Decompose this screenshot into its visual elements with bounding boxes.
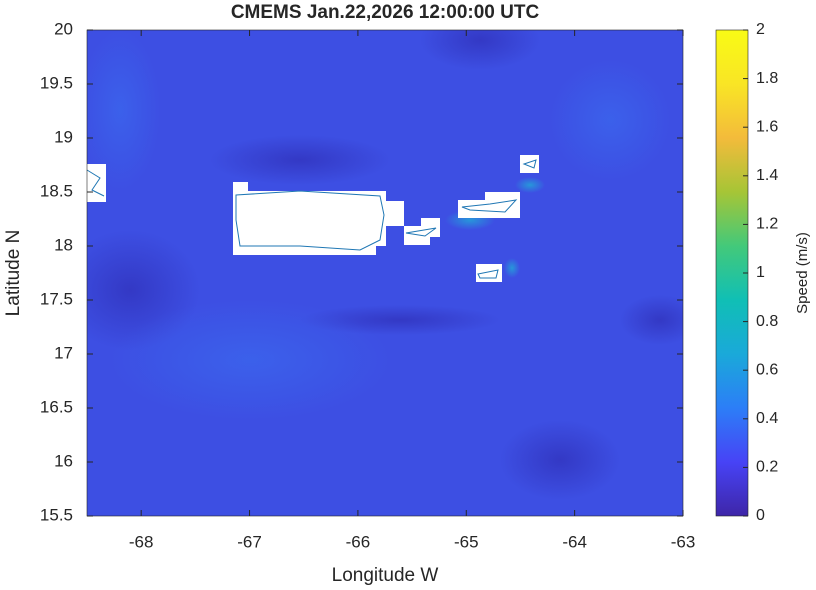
chart-title: CMEMS Jan.22,2026 12:00:00 UTC: [231, 2, 540, 23]
x-tick-label: -63: [671, 532, 696, 551]
y-axis-label: Latitude N: [3, 230, 24, 317]
colorbar-tick-label: 0.6: [756, 361, 778, 378]
colorbar-label: Speed (m/s): [794, 232, 811, 314]
y-tick-label: 15.5: [40, 505, 73, 524]
colorbar-tick-label: 0.2: [756, 459, 778, 476]
y-tick-label: 19: [54, 127, 73, 146]
x-axis-label: Longitude W: [332, 565, 439, 586]
y-tick-label: 20: [54, 19, 73, 38]
y-tick-label: 16: [54, 451, 73, 470]
y-tick-label: 16.5: [40, 397, 73, 416]
colorbar-tick-label: 1: [756, 264, 765, 281]
colorbar-tick-label: 1.2: [756, 216, 778, 233]
y-tick-label: 18.5: [40, 181, 73, 200]
x-tick-label: -67: [237, 532, 262, 551]
colorbar-tick-label: 0.4: [756, 410, 778, 427]
colorbar-tick-label: 1.6: [756, 118, 778, 135]
plot-frame: [86, 29, 684, 517]
y-tick-label: 18: [54, 235, 73, 254]
x-tick-label: -68: [129, 532, 154, 551]
x-tick-label: -66: [346, 532, 371, 551]
speed-field: [87, 30, 683, 516]
x-tick-label: -65: [454, 532, 479, 551]
x-tick-label: -64: [562, 532, 587, 551]
colorbar-tick-label: 2: [756, 21, 765, 38]
colorbar: [715, 29, 749, 517]
y-tick-label: 17: [54, 343, 73, 362]
y-tick-label: 17.5: [40, 289, 73, 308]
colorbar-tick-label: 1.8: [756, 70, 778, 87]
colorbar-tick-label: 0: [756, 507, 765, 524]
colorbar-tick-label: 0.8: [756, 313, 778, 330]
colorbar-tick-label: 1.4: [756, 167, 778, 184]
y-tick-label: 19.5: [40, 73, 73, 92]
